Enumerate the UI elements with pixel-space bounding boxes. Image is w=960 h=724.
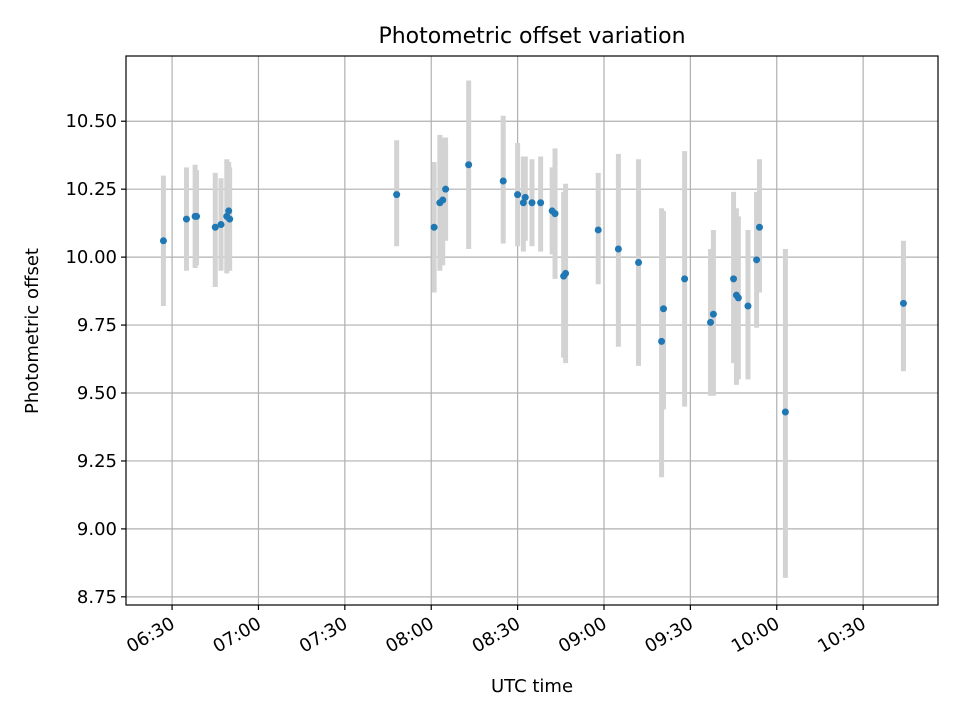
data-point [635, 259, 643, 267]
x-tick-label: 08:30 [469, 613, 524, 657]
y-tick-label: 9.25 [77, 451, 117, 472]
data-point [658, 337, 666, 345]
data-point [430, 223, 438, 231]
data-point [709, 310, 717, 318]
data-point [614, 245, 622, 253]
y-tick-label: 9.75 [77, 315, 117, 336]
x-tick-label: 07:30 [296, 613, 351, 657]
data-point [519, 199, 527, 207]
x-tick-label: 08:00 [382, 613, 437, 657]
plot-area-frame [125, 55, 939, 606]
y-tick-label: 10.25 [65, 179, 117, 200]
data-point [781, 408, 789, 416]
data-point [393, 191, 401, 199]
data-point [182, 215, 190, 223]
x-tick-label: 09:30 [641, 613, 696, 657]
data-point [594, 226, 602, 234]
x-tick-label: 07:00 [210, 613, 265, 657]
x-tick-label: 10:30 [814, 613, 869, 657]
data-point [551, 210, 559, 218]
data-point [193, 212, 201, 220]
data-point [730, 275, 738, 283]
data-point [659, 305, 667, 313]
data-point [226, 215, 234, 223]
data-point [442, 185, 450, 193]
x-axis-ticks: 06:30 07:00 07:30 08:00 08:30 09:00 09:30 10:00… [123, 605, 870, 657]
error-bars [160, 80, 906, 578]
data-point [439, 196, 447, 204]
y-tick-label: 8.75 [77, 587, 117, 608]
x-tick-label: 09:00 [555, 613, 610, 657]
y-tick-label: 10.00 [65, 247, 117, 268]
y-axis-ticks: 8.75 9.00 9.25 9.50 9.75 10.00 10.25 10.50 [65, 111, 126, 608]
grid-lines [126, 56, 938, 605]
y-tick-label: 9.00 [77, 519, 117, 540]
x-tick-label: 06:30 [123, 613, 178, 657]
chart-title: Photometric offset variation [378, 24, 685, 49]
data-point [681, 275, 689, 283]
data-point [734, 294, 742, 302]
data-point [159, 237, 167, 245]
x-axis-label: UTC time [491, 676, 573, 697]
data-point [744, 302, 752, 310]
y-tick-label: 10.50 [65, 111, 117, 132]
data-point [514, 191, 522, 199]
y-axis-label: Photometric offset [22, 248, 43, 414]
data-points [159, 161, 907, 416]
data-point [225, 207, 233, 215]
data-point [562, 269, 570, 277]
data-point [211, 223, 219, 231]
data-point [899, 299, 907, 307]
data-point [528, 199, 536, 207]
data-point [499, 177, 507, 185]
data-point [707, 318, 715, 326]
x-tick-label: 10:00 [728, 613, 783, 657]
y-tick-label: 9.50 [77, 383, 117, 404]
data-point [537, 199, 545, 207]
data-point [755, 223, 763, 231]
data-point [753, 256, 761, 264]
data-point [465, 161, 473, 169]
data-point [217, 221, 225, 229]
data-point [521, 193, 529, 201]
